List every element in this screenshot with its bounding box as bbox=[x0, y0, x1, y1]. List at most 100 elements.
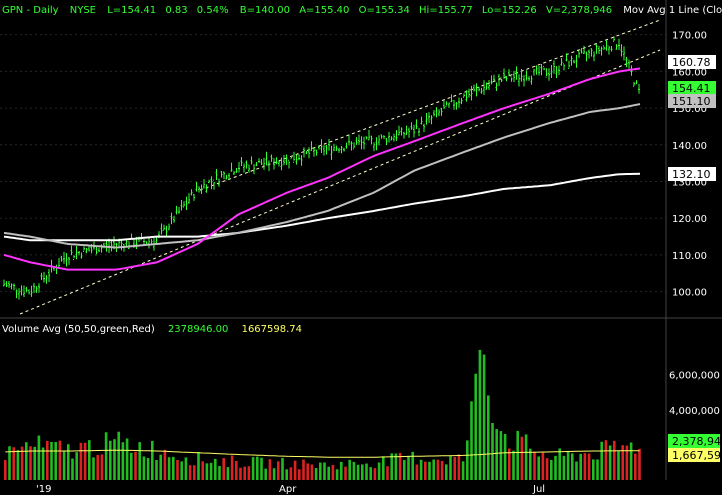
volume-bar bbox=[92, 457, 95, 480]
volume-bar bbox=[100, 454, 104, 480]
volume-bar bbox=[289, 467, 293, 480]
tag-ma50: 160.78 bbox=[668, 55, 716, 69]
volume-bar bbox=[310, 464, 314, 480]
volume-bar bbox=[12, 447, 15, 480]
volume-bar bbox=[302, 459, 305, 480]
volume-bar bbox=[268, 459, 272, 480]
volume-bar bbox=[205, 463, 209, 480]
volume-bar bbox=[575, 461, 578, 480]
header-last: L=154.41 bbox=[107, 5, 156, 16]
header-volume: V=2,378,946 bbox=[546, 5, 612, 16]
volume-value2: 1667598.74 bbox=[242, 324, 302, 335]
volume-bar bbox=[638, 448, 641, 480]
volume-bar bbox=[67, 444, 70, 480]
volume-bar bbox=[516, 430, 519, 480]
volume-bar bbox=[403, 459, 406, 480]
volume-bar bbox=[260, 457, 263, 480]
tag-last-text: 154.41 bbox=[672, 82, 711, 95]
volume-bar bbox=[327, 466, 330, 480]
volume-bar bbox=[331, 464, 335, 480]
volume-bar bbox=[512, 450, 515, 480]
volume-bar bbox=[138, 442, 141, 480]
volume-average-line bbox=[5, 449, 640, 458]
volume-bar bbox=[377, 462, 381, 480]
volume-bar bbox=[634, 453, 637, 480]
volume-bar bbox=[96, 455, 99, 480]
volume-bar bbox=[37, 435, 41, 480]
volume-bar bbox=[373, 468, 377, 480]
volume-bar bbox=[79, 442, 83, 480]
volume-bar bbox=[125, 438, 129, 480]
volume-bar bbox=[256, 456, 259, 480]
volume-bar bbox=[235, 461, 238, 480]
volume-bar bbox=[230, 455, 234, 480]
header-interval: Daily bbox=[33, 5, 58, 16]
volume-bar bbox=[193, 465, 196, 480]
price-tick-label: 140.00 bbox=[672, 141, 707, 152]
volume-bar bbox=[617, 450, 620, 480]
volume-bar bbox=[16, 449, 20, 480]
volume-bar bbox=[629, 442, 633, 480]
volume-bar bbox=[613, 440, 616, 480]
tag-volume-avg-text: 1,667,599 bbox=[672, 449, 722, 462]
volume-bar bbox=[142, 456, 146, 480]
volume-bar bbox=[71, 458, 74, 480]
volume-bar bbox=[390, 453, 393, 480]
volume-bar bbox=[558, 448, 561, 480]
volume-bar bbox=[529, 448, 532, 480]
tag-volume: 2,378,946 bbox=[668, 434, 722, 448]
ma50-line bbox=[3, 67, 641, 271]
tag-last: 154.41 bbox=[668, 81, 716, 95]
volume-bar bbox=[394, 453, 398, 480]
price-tick-label: 160.00 bbox=[672, 67, 707, 78]
x-label-jul: Jul bbox=[532, 484, 545, 495]
volume-bar bbox=[121, 442, 125, 480]
grid-lines bbox=[0, 34, 666, 293]
volume-bars bbox=[4, 349, 641, 480]
header-exchange: NYSE bbox=[70, 5, 96, 16]
volume-bar bbox=[188, 465, 192, 480]
header-low: Lo=152.26 bbox=[482, 5, 537, 16]
volume-bar bbox=[272, 468, 276, 480]
header-high: Hi=155.77 bbox=[419, 5, 473, 16]
volume-bar bbox=[461, 461, 465, 480]
x-label-apr: Apr bbox=[279, 484, 297, 495]
tag-ma100-text: 151.10 bbox=[672, 95, 711, 108]
volume-bar bbox=[83, 442, 87, 480]
volume-bar bbox=[361, 464, 364, 480]
volume-bar bbox=[445, 464, 448, 480]
header-study: Mov Avg 1 Line (Clos bbox=[623, 5, 722, 16]
volume-bar bbox=[428, 461, 431, 480]
volume-bar bbox=[453, 457, 456, 480]
volume-bar bbox=[130, 452, 133, 480]
tag-ma200-text: 132.10 bbox=[672, 168, 711, 181]
volume-bar bbox=[306, 463, 309, 480]
volume-bar bbox=[214, 458, 217, 480]
volume-bar bbox=[104, 432, 108, 480]
volume-bar bbox=[8, 446, 11, 480]
price-tick-label: 100.00 bbox=[672, 288, 707, 299]
volume-bar bbox=[386, 466, 389, 480]
volume-bar bbox=[365, 463, 368, 480]
header-open: O=155.34 bbox=[359, 5, 410, 16]
volume-bar bbox=[545, 458, 549, 480]
header-change: 0.83 bbox=[165, 5, 187, 16]
volume-bar bbox=[58, 440, 62, 480]
volume-bar bbox=[113, 439, 116, 480]
volume-bar bbox=[222, 458, 225, 480]
volume-bar bbox=[407, 455, 410, 480]
tag-ma50-text: 160.78 bbox=[672, 56, 711, 69]
volume-bar bbox=[474, 373, 477, 480]
volume-bar bbox=[201, 461, 204, 480]
volume-bar bbox=[285, 469, 288, 480]
volume-bar bbox=[335, 469, 339, 480]
tag-volume-text: 2,378,946 bbox=[672, 435, 722, 448]
volume-bar bbox=[411, 451, 414, 480]
volume-bar bbox=[75, 452, 78, 480]
volume-bar bbox=[25, 442, 28, 480]
volume-bar bbox=[608, 445, 612, 480]
volume-bar bbox=[541, 452, 545, 480]
volume-bar bbox=[314, 468, 318, 480]
header-change-pct: 0.54% bbox=[197, 5, 229, 16]
